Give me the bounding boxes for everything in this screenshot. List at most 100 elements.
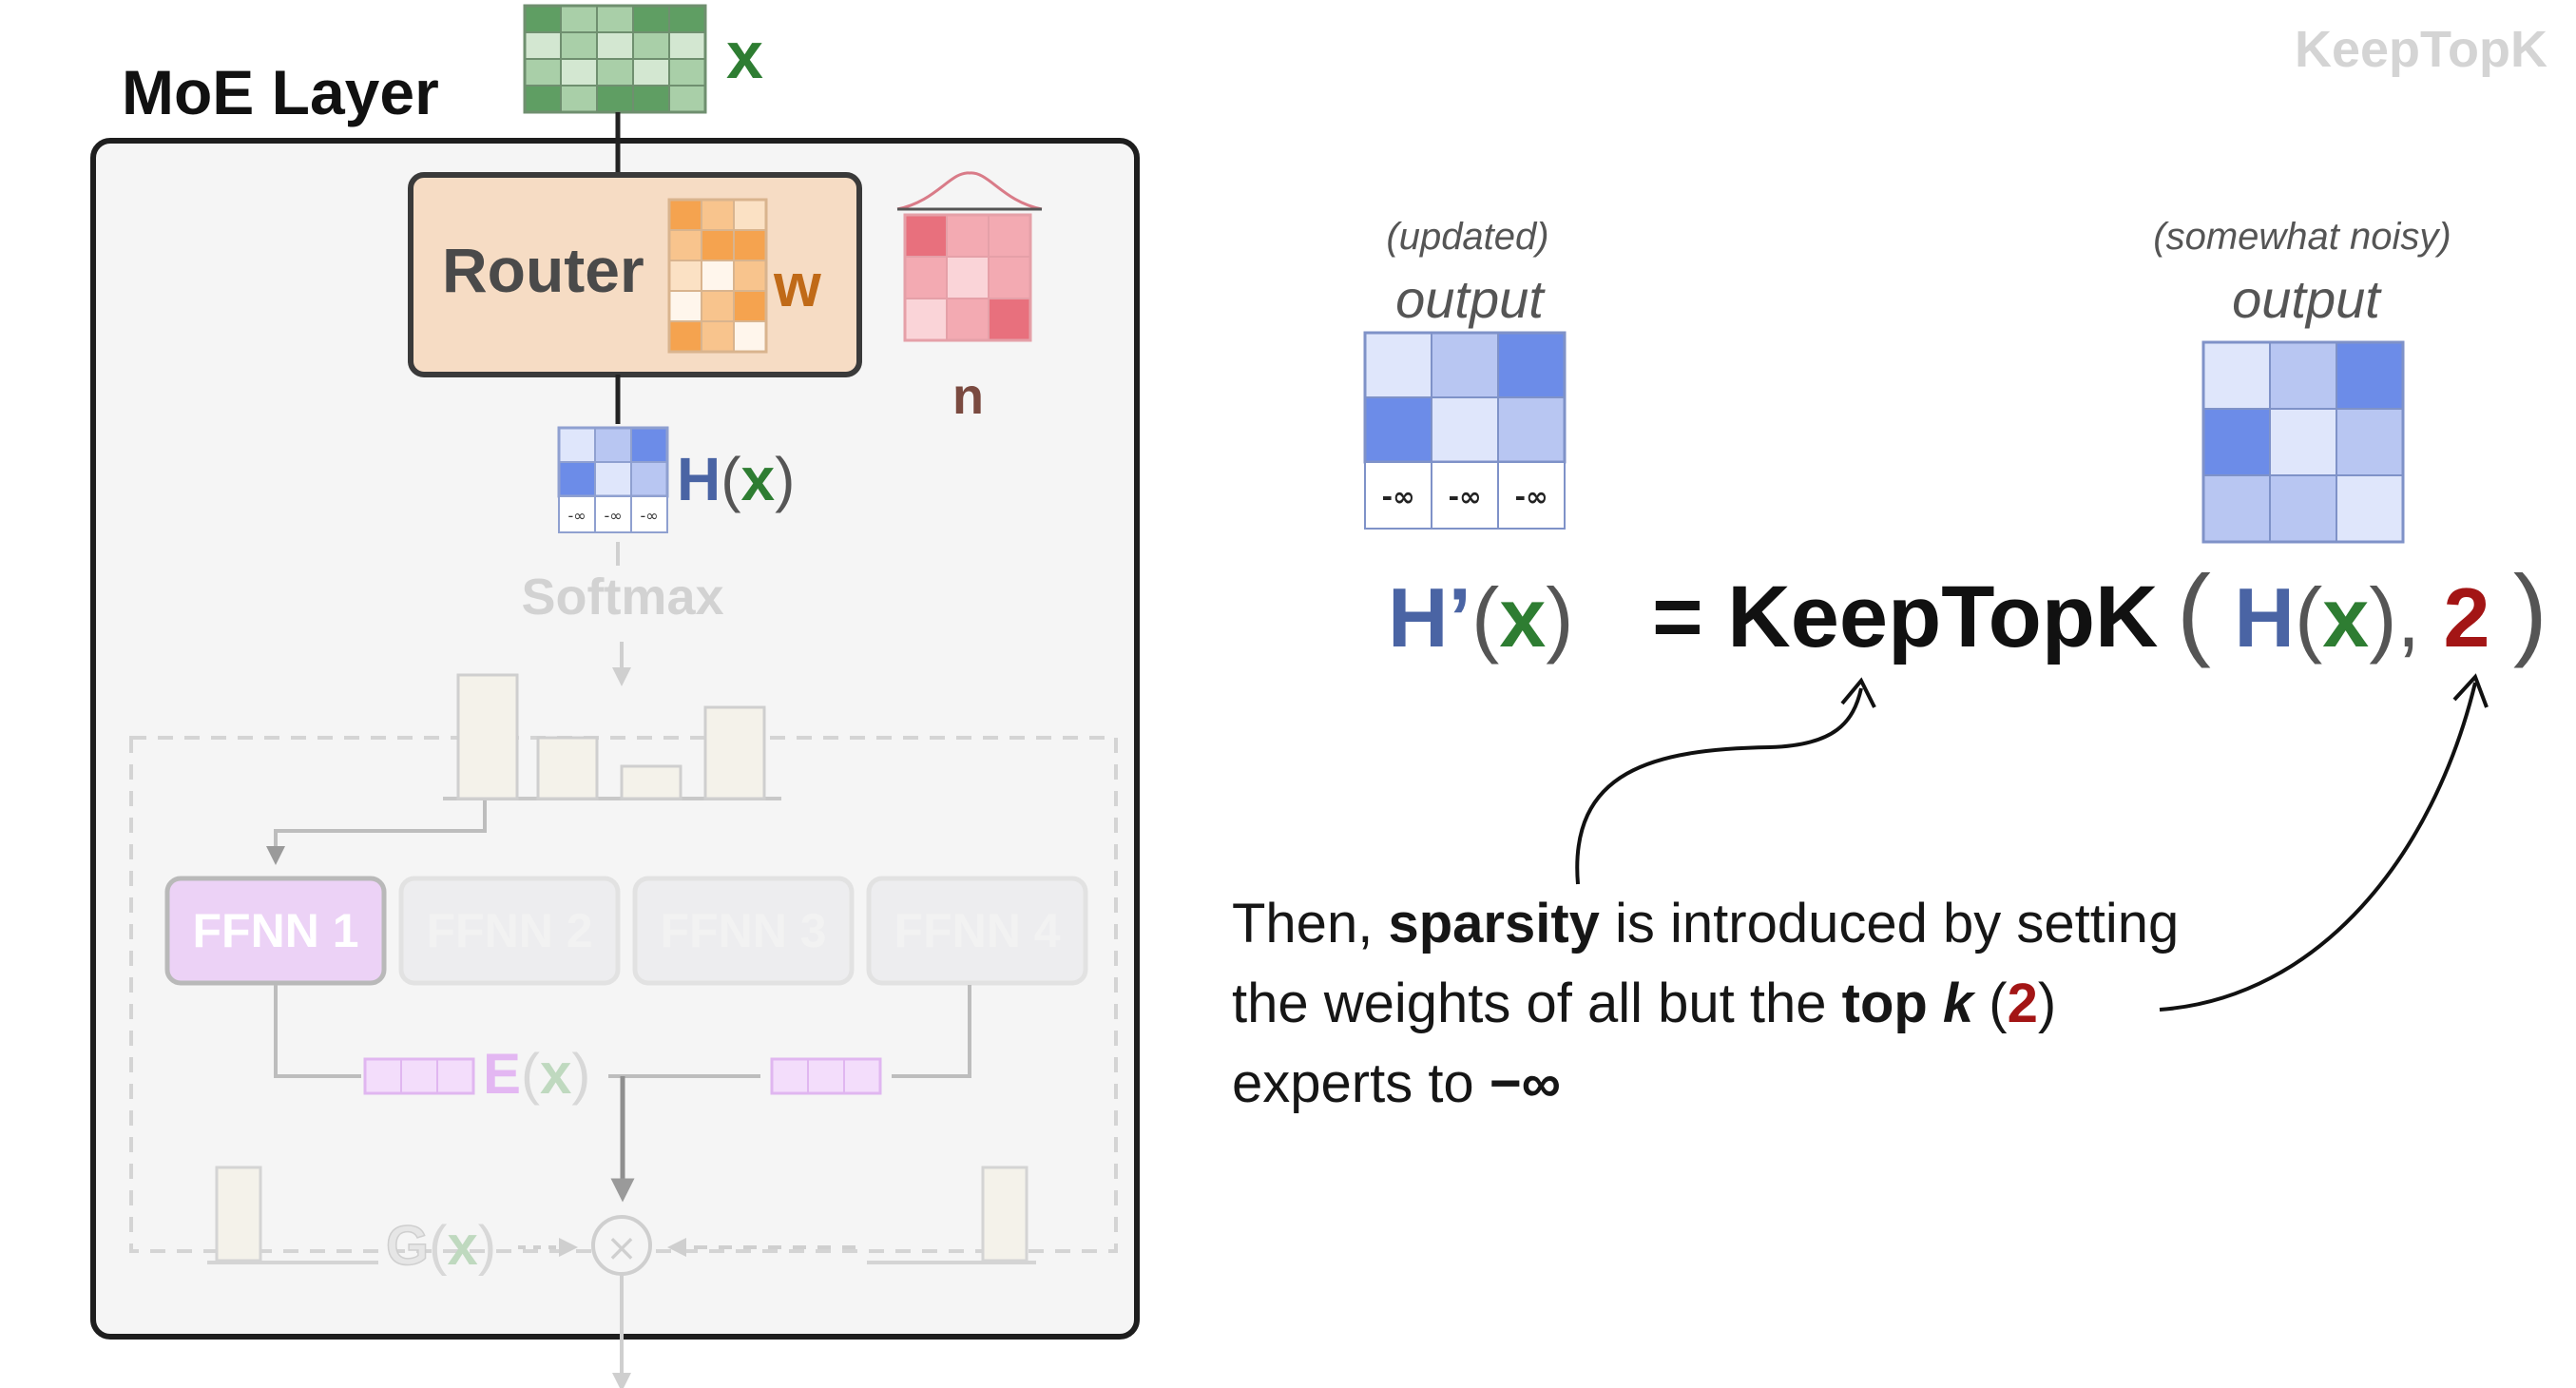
router-weight-matrix-cell	[701, 199, 735, 231]
input-matrix	[523, 4, 707, 114]
equation-args: ( H(x), 2 )	[2177, 553, 2547, 668]
updated-neg-inf-text: -∞	[1515, 481, 1548, 512]
input-label: x	[726, 18, 763, 92]
router-weight-matrix-cell	[668, 320, 702, 353]
expert-output-vector-1-cell	[364, 1058, 402, 1094]
input-matrix-cell	[632, 31, 670, 60]
router-weight-matrix-cell	[668, 229, 702, 261]
arrow-to-keeptopk	[1575, 687, 1863, 885]
updated-neg-inf-cell	[1364, 461, 1432, 530]
router-weight-matrix-cell	[733, 199, 767, 231]
input-matrix-cell	[668, 85, 706, 113]
input-matrix-cell	[524, 31, 562, 60]
expert-box	[866, 876, 1088, 986]
input-matrix-cell	[596, 31, 634, 60]
noisy-output-matrix-cell	[2269, 408, 2337, 476]
input-matrix-border	[523, 4, 707, 114]
multiply-icon: ×	[606, 1226, 638, 1270]
logits-matrix-cell	[594, 461, 632, 497]
prob-bar	[456, 673, 519, 800]
input-matrix-cell	[560, 85, 598, 113]
logits-matrix-cell	[630, 427, 668, 463]
keeptopk-panel: (updated) output -∞ -∞ -∞ (somewhat noisy)…	[1363, 216, 2547, 1012]
expert-output-vector-4-border	[770, 1057, 882, 1095]
input-matrix-cell	[632, 58, 670, 87]
updated-output-matrix-cell	[1497, 396, 1566, 463]
noisy-output-matrix-cell	[2269, 474, 2337, 543]
noisy-caption: (somewhat noisy)	[2153, 216, 2451, 258]
router-weight-matrix-cell	[701, 290, 735, 322]
router-weight-matrix-border	[667, 198, 768, 354]
logits-matrix-small: -∞ -∞ -∞	[557, 426, 669, 533]
logits-matrix-cell	[594, 427, 632, 463]
input-matrix-cell	[632, 85, 670, 113]
noise-matrix-cell	[904, 256, 948, 299]
equation-lhs: H’(x)	[1388, 570, 1574, 665]
router-weight-matrix-cell	[733, 320, 767, 353]
noise-matrix	[903, 213, 1032, 342]
expert-output-label: E(x)	[483, 1042, 590, 1106]
router-weight-label: w	[773, 251, 821, 319]
logits-label: H(x)	[677, 445, 795, 513]
noisy-output-matrix-cell	[2202, 474, 2271, 543]
input-matrix-cell	[524, 58, 562, 87]
expert-output-vector-1-cell	[400, 1058, 438, 1094]
expert1-output-line	[274, 985, 361, 1078]
noisy-output-matrix-cell	[2202, 408, 2271, 476]
noise-matrix-cell	[904, 214, 948, 258]
expert-region-dashed	[129, 736, 1118, 1253]
expert-output-vector-1	[363, 1057, 475, 1095]
input-matrix-cell	[524, 85, 562, 113]
expert4-output-line	[892, 985, 971, 1078]
noise-matrix-cell	[988, 214, 1031, 258]
logits-matrix-cell	[558, 461, 596, 497]
explanation-text: Then, sparsity is introduced by setting …	[1232, 884, 2179, 1124]
noisy-output-matrix-cell	[2269, 341, 2337, 410]
explanation-line-2: the weights of all but the top k (2)	[1232, 973, 2057, 1034]
expert-box	[164, 876, 387, 986]
logits-neg-inf-text: -∞	[640, 507, 658, 525]
expert-output-vector-1-cell	[436, 1058, 474, 1094]
logits-neg-inf-text: -∞	[604, 507, 622, 525]
gate-bar-left	[207, 1166, 378, 1264]
expert-box	[632, 876, 855, 986]
input-matrix-cell	[524, 5, 562, 33]
equation-equals-func: = KeepTopK	[1652, 569, 2158, 665]
expert-label: FFNN 1	[193, 904, 359, 957]
logits-neg-inf-text: -∞	[567, 507, 586, 525]
updated-neg-inf-text: -∞	[1382, 481, 1415, 512]
updated-neg-inf-cell	[1497, 461, 1566, 530]
updated-output-matrix-cell	[1497, 332, 1566, 398]
explanation-line-3: experts to −∞	[1232, 1052, 1562, 1114]
noise-matrix-cell	[988, 256, 1031, 299]
input-matrix-cell	[668, 31, 706, 60]
explanation-line-1: Then, sparsity is introduced by setting	[1232, 893, 2180, 954]
updated-output-matrix-cell	[1364, 396, 1432, 463]
updated-caption: (updated)	[1386, 216, 1548, 258]
arrow-to-k	[2159, 682, 2477, 1012]
softmax-label: Softmax	[521, 569, 723, 626]
prob-bar	[620, 764, 682, 800]
updated-output-matrix-cell	[1431, 332, 1499, 398]
gate-bar-right	[867, 1166, 1036, 1264]
noise-matrix-cell	[988, 298, 1031, 341]
noise-matrix-cell	[904, 298, 948, 341]
router-weight-matrix-cell	[701, 320, 735, 353]
updated-neg-inf-cell	[1431, 461, 1499, 530]
arrow-to-keeptopk-head	[1840, 677, 1876, 708]
router-label: Router	[442, 235, 644, 305]
experts: FFNN 1 FFNN 2 FFNN 3 FFNN 4	[164, 876, 1088, 986]
router-weight-matrix-cell	[701, 229, 735, 261]
noise-matrix-cell	[946, 256, 990, 299]
input-matrix-cell	[596, 85, 634, 113]
noisy-output-matrix-cell	[2336, 341, 2404, 410]
input-matrix-cell	[668, 5, 706, 33]
expert-label: FFNN 3	[661, 904, 827, 957]
logits-matrix-cell	[630, 461, 668, 497]
router-weight-matrix-cell	[701, 260, 735, 292]
updated-output-matrix-cell	[1364, 332, 1432, 398]
expert-label: FFNN 4	[894, 904, 1061, 957]
router-weight-matrix-cell	[668, 290, 702, 322]
expert-output-vector-4-cell	[771, 1058, 809, 1094]
